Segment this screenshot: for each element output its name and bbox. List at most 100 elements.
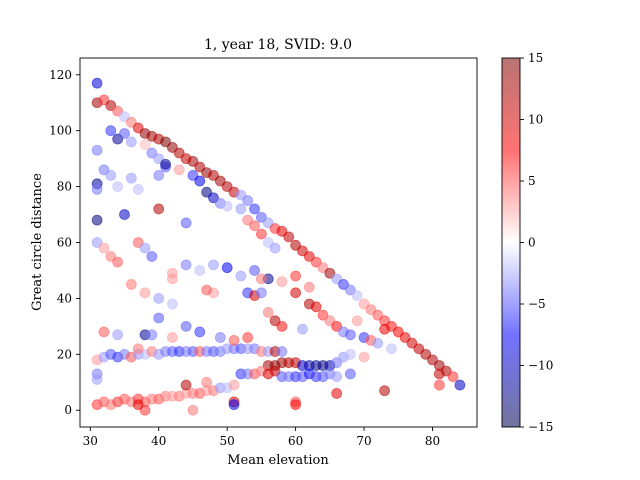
scatter-point <box>112 256 124 268</box>
scatter-point <box>167 332 178 343</box>
scatter-point <box>146 329 158 341</box>
scatter-point <box>153 170 165 181</box>
scatter-point <box>91 214 103 226</box>
scatter-point <box>139 242 151 254</box>
scatter-point <box>98 326 110 338</box>
scatter-point <box>276 320 288 332</box>
scatter-point <box>344 329 356 341</box>
scatter-point <box>180 217 192 229</box>
scatter-point <box>146 251 158 262</box>
scatter-point <box>201 376 213 388</box>
y-tick-label: 40 <box>57 291 72 305</box>
scatter-point <box>454 379 466 391</box>
scatter-point <box>91 77 103 89</box>
scatter-point <box>255 273 267 285</box>
scatter-point <box>283 231 295 243</box>
scatter-point <box>262 306 274 318</box>
scatter-point <box>249 220 260 232</box>
x-axis-ticks: 30 40 50 60 70 80 <box>83 427 440 448</box>
scatter-point <box>132 399 144 411</box>
scatter-point <box>276 276 288 288</box>
scatter-point <box>379 323 390 335</box>
scatter-point <box>167 273 178 285</box>
scatter-point <box>180 259 192 271</box>
scatter-point <box>344 348 356 360</box>
scatter-point <box>351 315 363 327</box>
scatter-point <box>201 284 213 296</box>
scatter-point <box>167 298 178 310</box>
scatter-point <box>303 281 315 293</box>
scatter-point <box>344 368 356 380</box>
colorbar-tick-label: 5 <box>528 174 536 188</box>
x-tick-label: 50 <box>220 434 235 448</box>
scatter-point <box>119 128 130 139</box>
scatter-point <box>132 183 144 195</box>
scatter-points <box>91 77 466 416</box>
x-axis-label: Mean elevation <box>227 453 329 468</box>
scatter-point <box>105 170 117 181</box>
scatter-point <box>351 290 363 302</box>
colorbar-tick-label: 15 <box>528 51 543 65</box>
scatter-point <box>379 385 390 397</box>
scatter-point <box>132 343 144 355</box>
scatter-point <box>276 346 288 357</box>
scatter-point <box>153 312 165 324</box>
scatter-point <box>447 371 459 383</box>
scatter-point <box>112 329 124 341</box>
y-tick-label: 120 <box>49 68 72 82</box>
scatter-point <box>91 183 103 195</box>
scatter-point <box>153 203 165 215</box>
scatter-point <box>290 270 302 282</box>
scatter-point <box>194 326 206 338</box>
scatter-point <box>125 279 137 290</box>
scatter-point <box>91 374 103 385</box>
scatter-point <box>91 144 103 156</box>
y-tick-label: 20 <box>57 347 72 361</box>
scatter-point <box>255 287 267 299</box>
colorbar-tick-label: −5 <box>528 297 546 311</box>
scatter-point <box>194 265 206 276</box>
chart-title: 1, year 18, SVID: 9.0 <box>204 37 352 53</box>
y-tick-label: 60 <box>57 236 72 250</box>
scatter-point <box>331 371 343 383</box>
scatter-point <box>358 351 370 363</box>
scatter-point <box>269 242 281 254</box>
scatter-point <box>105 125 117 137</box>
scatter-point <box>386 343 397 355</box>
scatter-point <box>433 368 445 380</box>
y-tick-label: 100 <box>49 124 72 138</box>
scatter-point <box>235 203 247 215</box>
colorbar-tick-label: −10 <box>528 359 553 373</box>
scatter-point <box>228 399 240 411</box>
x-tick-label: 60 <box>288 434 303 448</box>
scatter-point <box>331 388 343 399</box>
scatter-point <box>112 181 124 192</box>
scatter-point <box>160 158 171 170</box>
x-tick-label: 70 <box>356 434 371 448</box>
scatter-point <box>242 332 254 343</box>
colorbar-tick-label: 10 <box>528 113 543 127</box>
x-tick-label: 40 <box>151 434 166 448</box>
scatter-point <box>310 301 322 313</box>
scatter-point <box>180 379 192 391</box>
colorbar-gradient <box>502 58 520 427</box>
y-tick-label: 0 <box>64 403 72 417</box>
scatter-point <box>228 379 240 391</box>
scatter-point <box>290 399 302 411</box>
x-tick-label: 80 <box>425 434 440 448</box>
scatter-point <box>139 139 151 151</box>
scatter-point <box>194 175 206 187</box>
scatter-point <box>119 209 130 220</box>
scatter-point <box>139 287 151 299</box>
colorbar-tick-label: 0 <box>528 236 536 250</box>
scatter-point <box>221 200 233 212</box>
colorbar: −15 −10 −5 0 5 10 15 <box>501 51 553 434</box>
y-axis-ticks: 0 20 40 60 80 100 120 <box>49 68 80 417</box>
colorbar-ticks: −15 −10 −5 0 5 10 15 <box>520 51 553 434</box>
scatter-point <box>372 337 384 349</box>
scatter-point <box>98 242 110 254</box>
scatter-point <box>249 203 260 215</box>
scatter-point <box>249 265 260 276</box>
scatter-point <box>433 379 445 391</box>
